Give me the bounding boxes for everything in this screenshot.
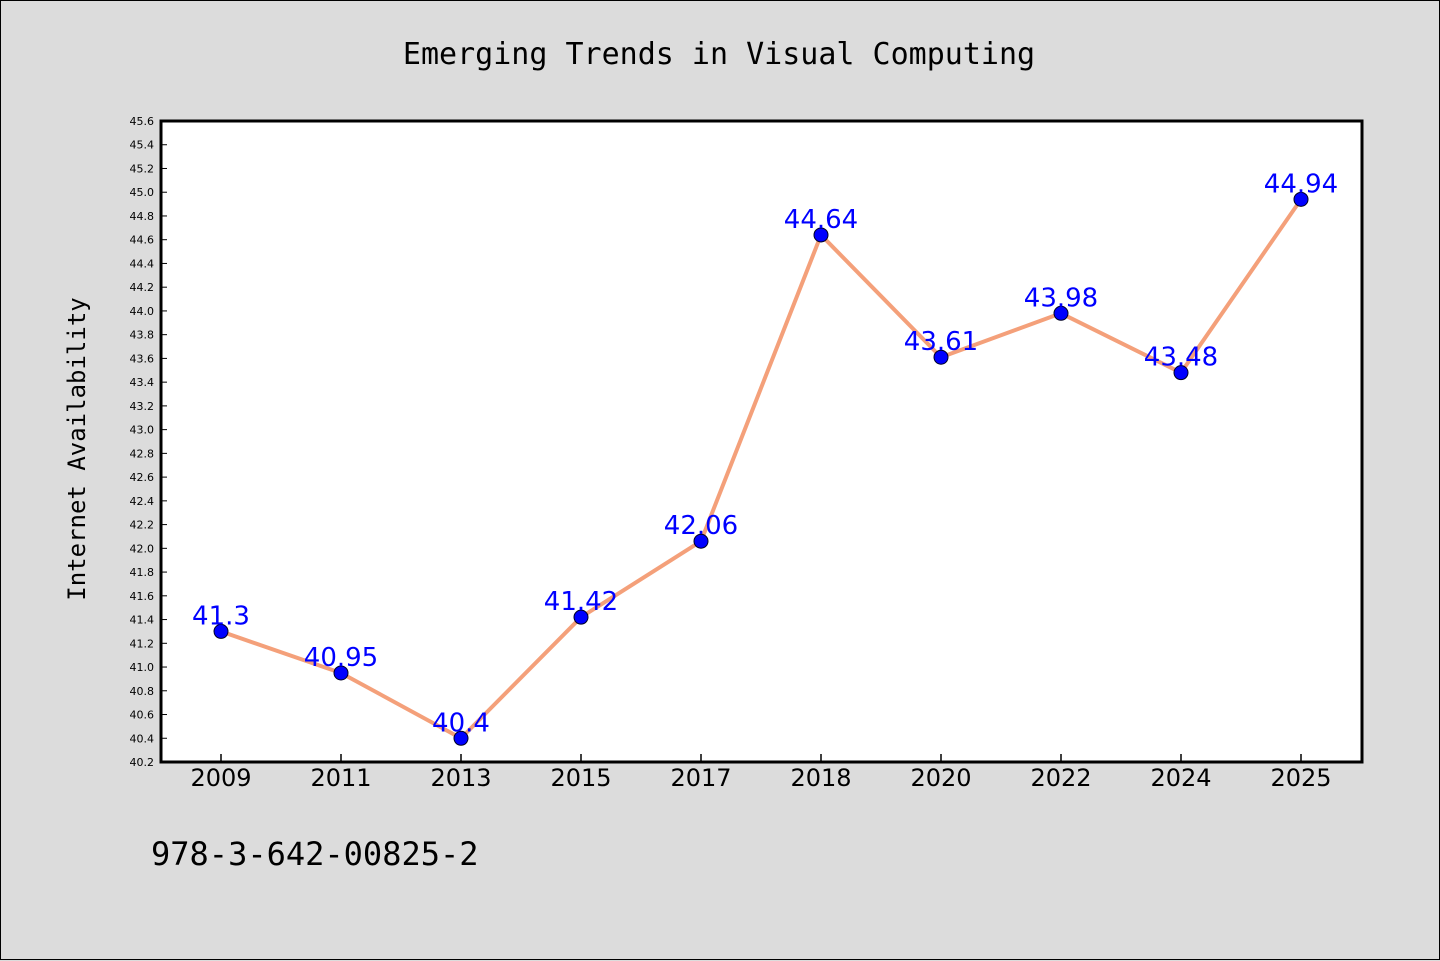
y-tick-label: 42.4: [130, 495, 155, 508]
data-label: 40.95: [304, 643, 378, 673]
data-label: 44.94: [1264, 169, 1338, 199]
x-tick-label: 2025: [1270, 764, 1331, 792]
y-tick-label: 43.8: [130, 329, 155, 342]
y-tick-label: 41.8: [130, 566, 155, 579]
y-tick-label: 45.0: [130, 186, 155, 199]
y-axis-ticks: 40.2 40.4 40.6 40.8 41.0 41.2 41.4 41.6 41.8 42.0…: [130, 115, 167, 769]
y-tick-label: 45.2: [130, 162, 155, 175]
data-point: [693, 533, 709, 549]
y-tick-label: 43.0: [130, 424, 155, 437]
series: [213, 191, 1309, 746]
y-tick-label: 40.4: [130, 732, 155, 745]
x-tick-label: 2020: [910, 764, 971, 792]
x-tick-label: 2011: [310, 764, 371, 792]
data-label: 41.42: [544, 587, 618, 617]
y-tick-label: 44.2: [130, 281, 155, 294]
data-point: [213, 623, 229, 639]
y-tick-label: 43.4: [130, 376, 155, 389]
data-point: [1053, 305, 1069, 321]
footer-isbn: 978-3-642-00825-2: [151, 835, 479, 873]
y-tick-label: 44.6: [130, 234, 155, 247]
data-label: 40.4: [432, 708, 490, 738]
y-tick-label: 41.2: [130, 637, 155, 650]
y-tick-label: 40.8: [130, 685, 155, 698]
y-tick-label: 44.8: [130, 210, 155, 223]
y-tick-label: 42.8: [130, 447, 155, 460]
y-tick-label: 42.6: [130, 471, 155, 484]
data-label: 41.3: [192, 601, 250, 631]
y-tick-label: 41.6: [130, 590, 155, 603]
y-tick-label: 42.0: [130, 542, 155, 555]
y-tick-label: 40.6: [130, 709, 155, 722]
y-axis-label: Internet Availability: [63, 297, 91, 600]
y-tick-label: 43.6: [130, 352, 155, 365]
data-point: [1173, 365, 1189, 381]
data-point: [453, 730, 469, 746]
y-tick-label: 41.4: [130, 614, 155, 627]
data-label: 44.64: [784, 205, 858, 235]
plot-area: [159, 119, 1364, 764]
data-label: 42.06: [664, 511, 738, 541]
data-label: 43.48: [1144, 343, 1218, 373]
chart-title: Emerging Trends in Visual Computing: [403, 37, 1035, 72]
y-tick-label: 44.0: [130, 305, 155, 318]
y-tick-label: 41.0: [130, 661, 155, 674]
x-tick-label: 2017: [670, 764, 731, 792]
x-tick-label: 2022: [1030, 764, 1091, 792]
data-label: 43.98: [1024, 283, 1098, 313]
y-tick-label: 43.2: [130, 400, 155, 413]
y-tick-label: 42.2: [130, 519, 155, 532]
x-tick-label: 2015: [550, 764, 611, 792]
data-point: [933, 349, 949, 365]
data-label: 43.61: [904, 327, 978, 357]
series-line: [220, 198, 1303, 741]
y-tick-label: 40.2: [130, 756, 155, 769]
data-labels: 41.3 40.95 40.4 41.42 42.06 44.64 43.61 43.98 43…: [192, 169, 1338, 738]
x-tick-label: 2018: [790, 764, 851, 792]
data-point: [1293, 191, 1309, 207]
x-axis-ticks: 2009 2011 2013 2015 2017 2018 2020 2022 2024 2025: [190, 754, 1332, 792]
y-tick-label: 44.4: [130, 257, 155, 270]
y-tick-label: 45.6: [130, 115, 155, 128]
y-tick-label: 45.4: [130, 139, 155, 152]
data-point: [333, 665, 349, 681]
x-tick-label: 2024: [1150, 764, 1211, 792]
data-point: [573, 609, 589, 625]
x-tick-label: 2009: [190, 764, 251, 792]
data-point: [813, 227, 829, 243]
x-tick-label: 2013: [430, 764, 491, 792]
